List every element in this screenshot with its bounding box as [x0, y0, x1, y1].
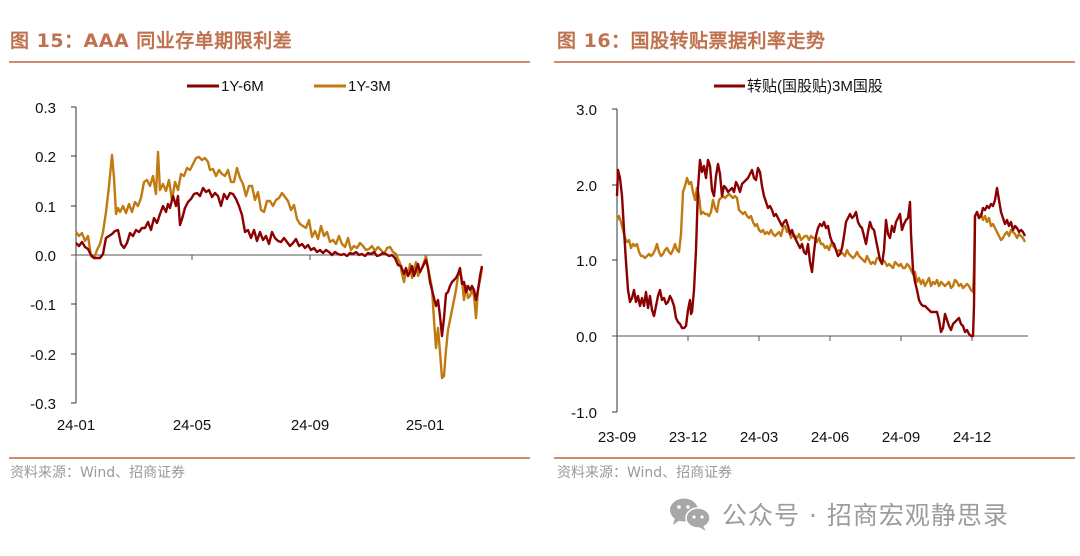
x-axis	[71, 254, 482, 260]
y-axis	[612, 108, 618, 413]
x-tick-labels: 24-01 24-05 24-09 25-01	[57, 417, 444, 434]
svg-text:-0.2: -0.2	[30, 347, 56, 364]
svg-text:24-06: 24-06	[811, 429, 849, 446]
source-note: 资料来源：Wind、招商证券	[557, 465, 733, 481]
svg-text:25-01: 25-01	[406, 417, 444, 434]
svg-text:0.3: 0.3	[35, 100, 56, 117]
footer-rule	[9, 457, 530, 459]
title-rule	[554, 61, 1075, 63]
svg-text:2.0: 2.0	[576, 178, 597, 195]
svg-text:24-09: 24-09	[882, 429, 920, 446]
svg-text:-0.1: -0.1	[30, 297, 56, 314]
legend: 1Y-6M 1Y-3M	[187, 78, 391, 95]
series-3m-guogu-line	[615, 176, 1027, 294]
legend-label-1y-6m: 1Y-6M	[221, 78, 264, 95]
svg-text:23-12: 23-12	[669, 429, 707, 446]
chart-aaa-ncd-spread: 1Y-6M 1Y-3M 0.3 0.2 0.1 0.0 -0.	[30, 78, 484, 434]
x-tick-labels: 23-09 23-12 24-03 24-06 24-09 24-12	[598, 429, 991, 446]
svg-text:23-09: 23-09	[598, 429, 636, 446]
legend: 转贴(国股贴)3M国股	[714, 78, 883, 95]
wechat-watermark: 公众号 · 招商宏观静思录	[668, 496, 1009, 532]
svg-text:24-05: 24-05	[173, 417, 211, 434]
series-1y-6m-line	[75, 186, 484, 338]
series-discount-3m-line	[615, 158, 1027, 338]
watermark-text: 公众号 · 招商宏观静思录	[722, 501, 1009, 530]
svg-text:24-01: 24-01	[57, 417, 95, 434]
x-axis	[612, 335, 1028, 341]
figure-title: 图 15：AAA 同业存单期限利差	[10, 30, 293, 52]
svg-text:0.0: 0.0	[35, 248, 56, 265]
footer-rule	[554, 457, 1075, 459]
svg-text:24-03: 24-03	[740, 429, 778, 446]
svg-text:0.1: 0.1	[35, 199, 56, 216]
svg-text:-1.0: -1.0	[571, 405, 597, 422]
figure-16-panel: 图 16：国股转贴票据利率走势 转贴(国股贴)3M国股 3.0 2.0 1.0	[545, 0, 1075, 556]
source-note: 资料来源：Wind、招商证券	[10, 465, 186, 481]
wechat-icon	[670, 498, 711, 531]
svg-text:1.0: 1.0	[576, 253, 597, 270]
svg-text:0.0: 0.0	[576, 329, 597, 346]
chart-discount-bill-rate: 转贴(国股贴)3M国股 3.0 2.0 1.0 0.0 -1.0 23	[571, 78, 1028, 446]
series-1y-3m-line	[75, 150, 484, 380]
y-tick-labels: 0.3 0.2 0.1 0.0 -0.1 -0.2 -0.3	[30, 100, 56, 413]
legend-label-discount-3m: 转贴(国股贴)3M国股	[747, 78, 883, 95]
title-rule	[9, 61, 530, 63]
svg-text:24-12: 24-12	[953, 429, 991, 446]
svg-text:3.0: 3.0	[576, 102, 597, 119]
svg-text:-0.3: -0.3	[30, 396, 56, 413]
svg-text:0.2: 0.2	[35, 149, 56, 166]
y-tick-labels: 3.0 2.0 1.0 0.0 -1.0	[571, 102, 597, 422]
legend-label-1y-3m: 1Y-3M	[348, 78, 391, 95]
figure-title: 图 16：国股转贴票据利率走势	[557, 30, 826, 52]
figure-15-panel: 图 15：AAA 同业存单期限利差 1Y-6M 1Y-3M	[0, 0, 530, 556]
svg-text:24-09: 24-09	[291, 417, 329, 434]
